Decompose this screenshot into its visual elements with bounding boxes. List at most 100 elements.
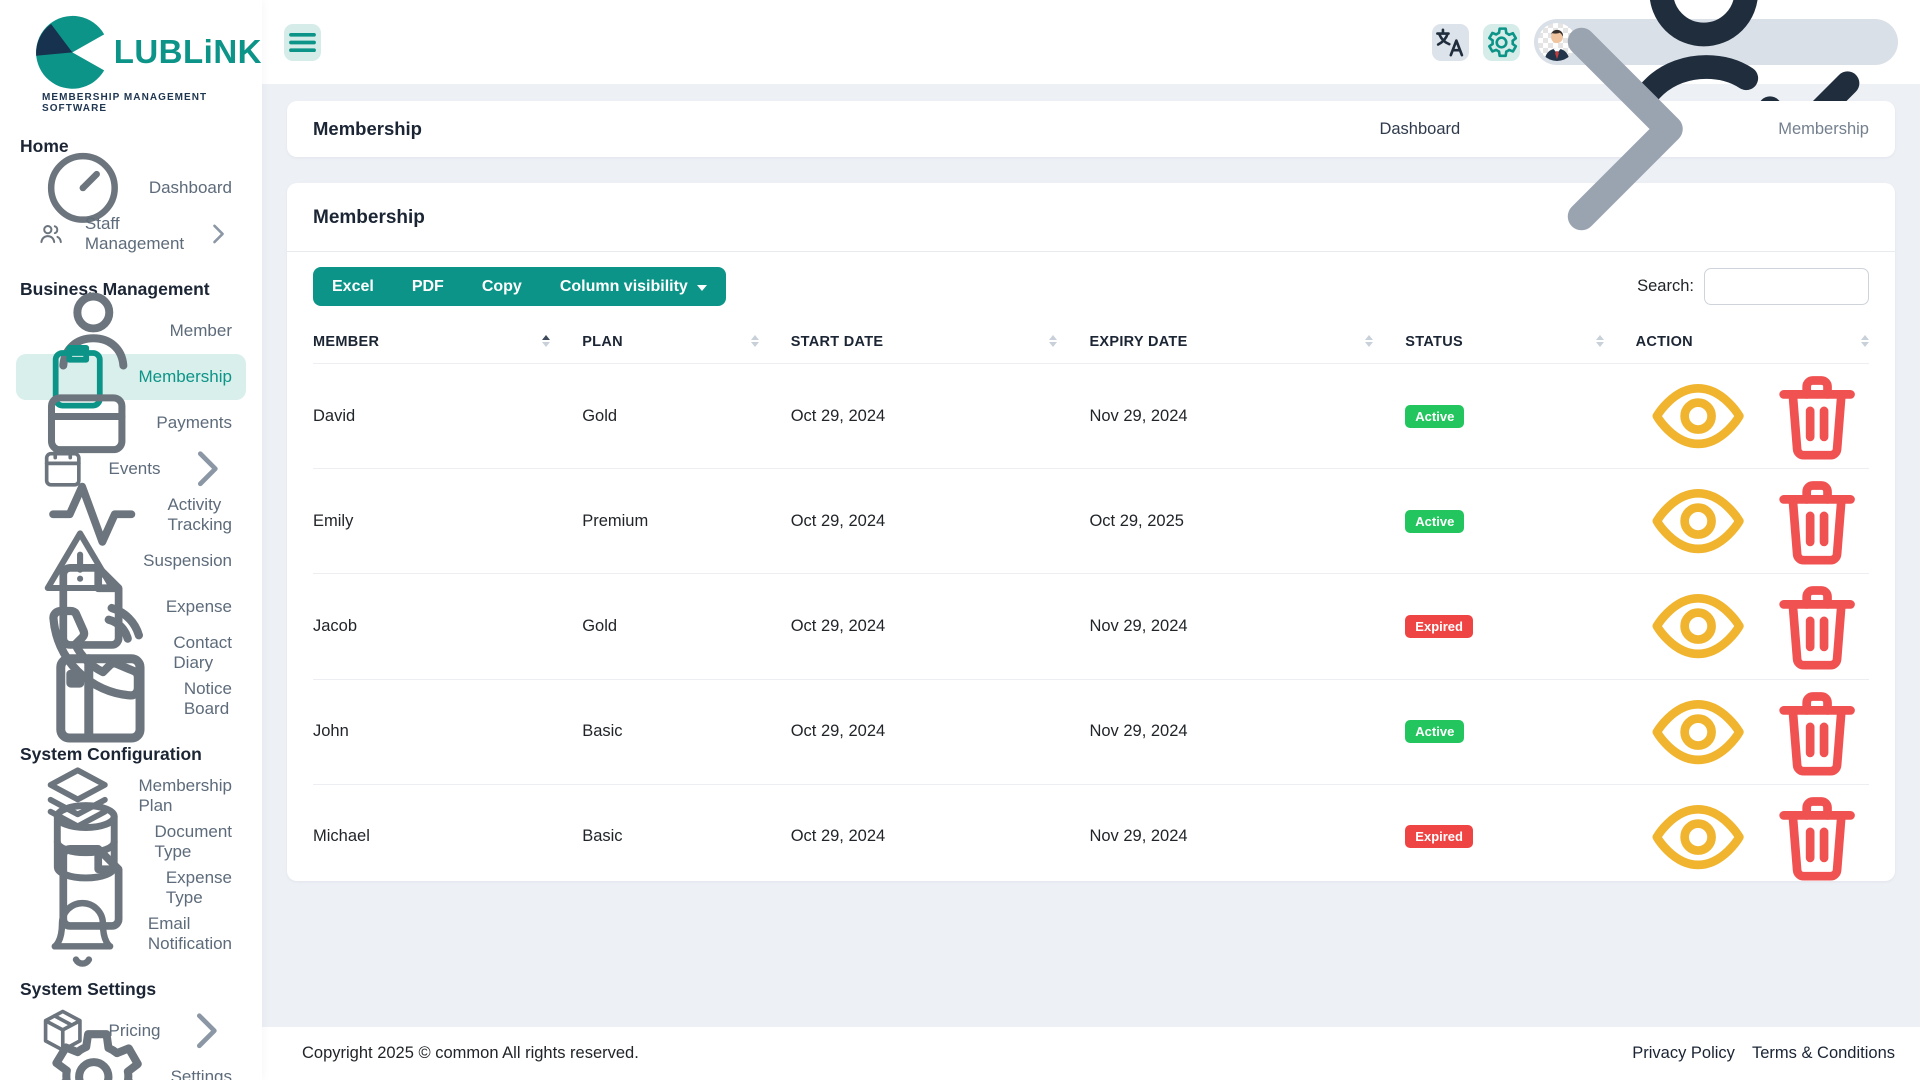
member-cell: Jacob — [313, 573, 583, 680]
trash-icon — [1765, 469, 1869, 573]
view-button[interactable] — [1646, 680, 1750, 784]
sidebar-item-label: Contact Diary — [173, 632, 232, 672]
chevron-right-icon — [180, 1005, 232, 1057]
column-header-plan[interactable]: PLAN — [582, 319, 791, 364]
export-button-group: Excel PDF Copy Column visibility — [313, 267, 726, 306]
column-header-expiry-date[interactable]: EXPIRY DATE — [1089, 319, 1405, 364]
sidebar-item-label: Member — [169, 320, 232, 340]
sidebar-item-suspension[interactable]: Suspension — [16, 529, 246, 591]
view-button[interactable] — [1646, 574, 1750, 678]
chevron-right-icon — [1469, 0, 1769, 279]
column-header-start-date[interactable]: START DATE — [791, 319, 1090, 364]
status-badge: Active — [1405, 509, 1465, 533]
user-avatar — [1538, 23, 1576, 61]
plan-cell: Basic — [582, 678, 791, 785]
breadcrumb-bar: Membership Dashboard Membership — [287, 27, 1895, 231]
sidebar-item-label: Suspension — [143, 550, 232, 570]
sidebar-item-membership[interactable]: Membership — [16, 344, 246, 409]
events-icon — [37, 443, 89, 495]
sidebar-item-events[interactable]: Events — [16, 446, 246, 492]
sidebar-item-label: Pricing — [108, 1020, 161, 1040]
sidebar-item-payments[interactable]: Payments — [16, 394, 246, 454]
sidebar-item-staff-management[interactable]: Staff Management — [16, 211, 246, 257]
trash-icon — [1765, 574, 1869, 678]
action-cell — [1635, 362, 1869, 469]
menu-toggle-button[interactable] — [284, 23, 321, 61]
column-header-status[interactable]: STATUS — [1405, 319, 1635, 364]
table-header: MEMBER PLAN START DATE EXPIRY DATE STATUS ACT… — [313, 319, 1869, 364]
member-cell: Michael — [313, 783, 583, 881]
content-area: Membership Dashboard Membership Membersh… — [262, 27, 1920, 1027]
status-cell: Expired — [1405, 573, 1636, 680]
sidebar: LUBLiNK MEMBERSHIP MANAGEMENT SOFTWARE H… — [0, 0, 262, 1080]
payments-icon — [37, 373, 136, 472]
view-button[interactable] — [1646, 364, 1750, 468]
activity-icon — [37, 459, 147, 569]
start-date-cell: Oct 29, 2024 — [790, 573, 1090, 680]
search-label: Search: — [1637, 277, 1694, 295]
email-notification-icon — [37, 888, 128, 979]
status-cell: Expired — [1405, 783, 1636, 881]
sort-icon — [542, 335, 551, 347]
search-input[interactable] — [1704, 268, 1869, 305]
settings-button[interactable] — [1483, 23, 1520, 61]
sidebar-item-dashboard[interactable]: Dashboard — [16, 152, 246, 223]
gear-icon — [1483, 24, 1520, 61]
delete-button[interactable] — [1765, 469, 1869, 573]
excel-button[interactable]: Excel — [313, 267, 393, 306]
sidebar-item-label: Expense — [165, 596, 232, 616]
start-date-cell: Oct 29, 2024 — [790, 783, 1090, 881]
caret-down-icon — [696, 284, 707, 291]
brand-name: LUBLiNK — [113, 33, 262, 71]
delete-button[interactable] — [1765, 785, 1869, 881]
breadcrumb-dashboard-link[interactable]: Dashboard — [1379, 119, 1461, 138]
sort-icon — [750, 335, 759, 347]
sidebar-item-label: Activity Tracking — [167, 494, 233, 534]
status-badge: Active — [1405, 720, 1465, 744]
membership-icon — [37, 336, 118, 417]
delete-button[interactable] — [1765, 364, 1869, 468]
privacy-policy-link[interactable]: Privacy Policy — [1632, 1044, 1735, 1062]
view-button[interactable] — [1646, 785, 1750, 881]
delete-button[interactable] — [1765, 574, 1869, 678]
sidebar-section-system-settings: System Settings — [20, 978, 157, 999]
sidebar-item-label: Membership Plan — [138, 775, 232, 815]
sidebar-item-expense-type[interactable]: Expense Type — [16, 845, 246, 931]
sidebar-item-expense[interactable]: Expense — [16, 564, 246, 650]
status-badge: Expired — [1405, 825, 1473, 849]
copy-button[interactable]: Copy — [463, 267, 541, 306]
plan-cell: Gold — [582, 362, 791, 469]
sidebar-item-label: Document Type — [154, 821, 232, 861]
action-cell — [1635, 468, 1869, 574]
pdf-button[interactable]: PDF — [393, 267, 463, 306]
column-visibility-button[interactable]: Column visibility — [541, 267, 726, 306]
terms-conditions-link[interactable]: Terms & Conditions — [1751, 1044, 1895, 1062]
translate-button[interactable] — [1432, 23, 1469, 61]
brand-tagline: MEMBERSHIP MANAGEMENT SOFTWARE — [42, 91, 208, 114]
page-title: Membership — [313, 118, 422, 139]
brand-logo[interactable]: LUBLiNK MEMBERSHIP MANAGEMENT SOFTWARE — [0, 0, 262, 114]
expense-type-icon — [37, 833, 146, 942]
view-button[interactable] — [1646, 469, 1750, 573]
eye-icon — [1646, 680, 1750, 784]
sidebar-item-email-notification[interactable]: Email Notification — [16, 900, 246, 967]
sidebar-item-label: Membership — [138, 366, 232, 386]
expiry-date-cell: Nov 29, 2024 — [1089, 573, 1406, 680]
sidebar-item-notice-board[interactable]: Notice Board — [16, 654, 246, 743]
eye-icon — [1646, 785, 1750, 881]
sidebar-item-label: Notice Board — [183, 678, 232, 718]
table-row-david: David Gold Oct 29, 2024 Nov 29, 2024 Active — [313, 362, 1869, 469]
column-header-action[interactable]: ACTION — [1636, 319, 1869, 364]
column-header-member[interactable]: MEMBER — [313, 319, 582, 364]
notice-board-icon — [37, 635, 164, 762]
sidebar-item-settings[interactable]: Settings — [16, 1030, 246, 1080]
eye-icon — [1646, 574, 1750, 678]
start-date-cell: Oct 29, 2024 — [790, 362, 1090, 469]
member-cell: David — [313, 362, 583, 469]
delete-button[interactable] — [1765, 680, 1869, 784]
start-date-cell: Oct 29, 2024 — [790, 678, 1090, 785]
table-row-emily: Emily Premium Oct 29, 2024 Oct 29, 2025 Acti… — [313, 468, 1869, 574]
breadcrumb-current: Membership — [1778, 119, 1869, 138]
sidebar-item-activity-tracking[interactable]: Activity Tracking — [16, 483, 246, 547]
